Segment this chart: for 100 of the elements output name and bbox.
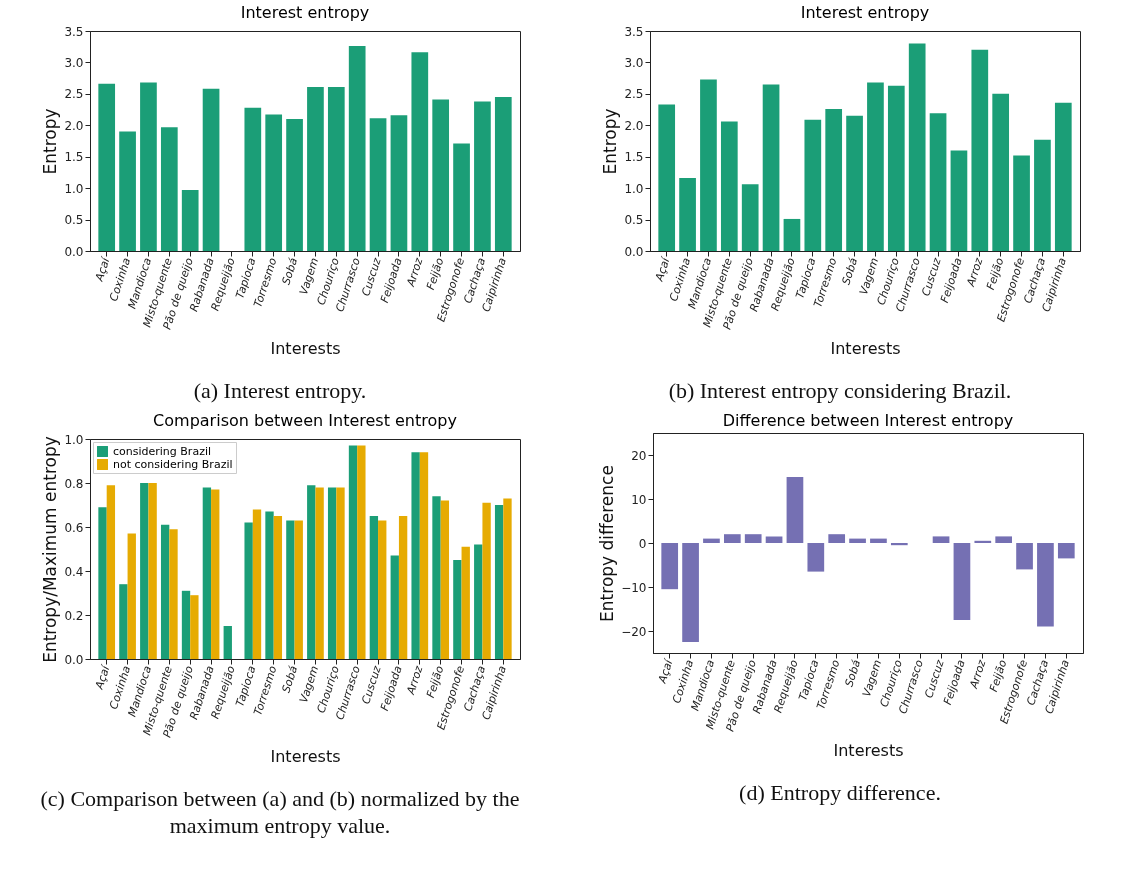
bar xyxy=(264,114,282,251)
y-tick-label: 2.0 xyxy=(623,118,643,133)
bar xyxy=(1036,543,1054,627)
chart-title: Interest entropy xyxy=(240,3,369,22)
x-tick-label: Sobá xyxy=(278,664,300,695)
x-axis-title: Interests xyxy=(833,741,903,761)
bar xyxy=(1054,102,1072,251)
bar xyxy=(720,121,738,251)
x-tick-label: Açaí xyxy=(655,656,676,686)
bar xyxy=(994,536,1012,544)
bar xyxy=(118,584,128,660)
bar xyxy=(502,498,512,660)
bar xyxy=(887,85,905,251)
bar xyxy=(189,595,199,660)
text: (c) Comparison between (a) and (b) normalized by the maximum entropy value. xyxy=(40,786,520,840)
y-tick-label: 3.5 xyxy=(623,24,643,39)
bar xyxy=(147,483,157,660)
y-tick-label: 2.5 xyxy=(623,87,643,102)
y-tick-label: 1.5 xyxy=(63,150,83,165)
y-tick-label: 1.0 xyxy=(63,432,83,447)
bar xyxy=(252,509,261,660)
chart-title: Difference between Interest entropy xyxy=(722,411,1013,431)
bar xyxy=(202,487,211,660)
bar xyxy=(160,525,169,660)
bar xyxy=(950,150,967,251)
bar xyxy=(160,127,178,251)
y-axis-title: Entropy/Maximum entropy xyxy=(39,436,60,664)
bar xyxy=(210,489,219,660)
bar xyxy=(1033,139,1051,251)
bar xyxy=(348,46,366,251)
chart-title: Comparison between Interest entropy xyxy=(152,411,457,431)
y-tick-label: 0.0 xyxy=(623,244,643,259)
bar xyxy=(294,520,303,660)
bar xyxy=(991,93,1009,251)
y-tick-label: 0.8 xyxy=(63,476,83,491)
bar xyxy=(106,485,115,660)
bar xyxy=(678,178,696,251)
bar xyxy=(932,536,949,544)
bar xyxy=(973,541,991,544)
bar xyxy=(264,511,274,660)
y-axis-title: Entropy difference xyxy=(596,465,617,623)
bar xyxy=(803,119,821,251)
bar xyxy=(786,477,803,544)
y-tick-label: 0.5 xyxy=(63,213,83,228)
x-tick-label: Açaí xyxy=(92,662,113,692)
bar xyxy=(908,43,926,251)
bar xyxy=(953,543,970,621)
x-axis-title: Interests xyxy=(270,338,340,358)
x-tick-label: Arroz xyxy=(963,256,986,289)
bar xyxy=(390,115,407,251)
bar xyxy=(702,538,720,544)
bar xyxy=(723,534,741,544)
bar xyxy=(461,547,470,660)
bar xyxy=(127,533,136,660)
y-tick-label: 3.0 xyxy=(623,55,643,70)
bar xyxy=(1015,543,1033,570)
bar xyxy=(419,452,428,660)
text: (d) Entropy difference. xyxy=(738,780,942,807)
bar xyxy=(327,86,345,251)
y-axis-title: Entropy xyxy=(39,108,60,175)
y-tick-label: 20 xyxy=(630,448,646,463)
legend-label: considering Brazil xyxy=(112,444,211,458)
y-tick-label: −20 xyxy=(620,624,646,639)
bar xyxy=(765,536,782,544)
bar xyxy=(744,534,762,544)
bar xyxy=(473,101,491,251)
bar xyxy=(139,483,148,660)
bar xyxy=(699,79,717,251)
y-tick-label: 10 xyxy=(630,492,646,507)
x-axis-title: Interests xyxy=(270,747,340,767)
bar xyxy=(410,52,428,251)
x-tick-label: Açaí xyxy=(92,254,113,284)
bar xyxy=(431,99,449,251)
bar xyxy=(398,516,407,660)
x-tick-label: Sobá xyxy=(841,658,863,689)
bar xyxy=(452,143,470,251)
x-tick-label: Açaí xyxy=(652,254,673,284)
text: (b) Interest entropy considering Brazil. xyxy=(667,378,1013,405)
y-tick-label: 0.5 xyxy=(623,213,643,228)
x-tick-label: Arroz xyxy=(966,658,989,692)
bar xyxy=(1057,543,1075,559)
bar xyxy=(306,485,315,660)
y-tick-label: 1.0 xyxy=(63,181,83,196)
bar xyxy=(890,543,908,546)
y-tick-label: 0.0 xyxy=(63,244,83,259)
bar xyxy=(681,543,699,643)
y-tick-label: 0.0 xyxy=(63,652,83,667)
bar xyxy=(306,86,324,251)
bar xyxy=(440,500,449,660)
bar xyxy=(827,534,845,544)
bar xyxy=(139,82,157,251)
bar xyxy=(970,49,988,251)
bar xyxy=(869,538,887,544)
bar xyxy=(481,503,491,660)
bar xyxy=(202,88,219,251)
bar xyxy=(327,487,336,660)
bar xyxy=(181,190,199,251)
bar xyxy=(431,496,441,660)
bar xyxy=(168,529,178,660)
bar xyxy=(1012,155,1030,251)
